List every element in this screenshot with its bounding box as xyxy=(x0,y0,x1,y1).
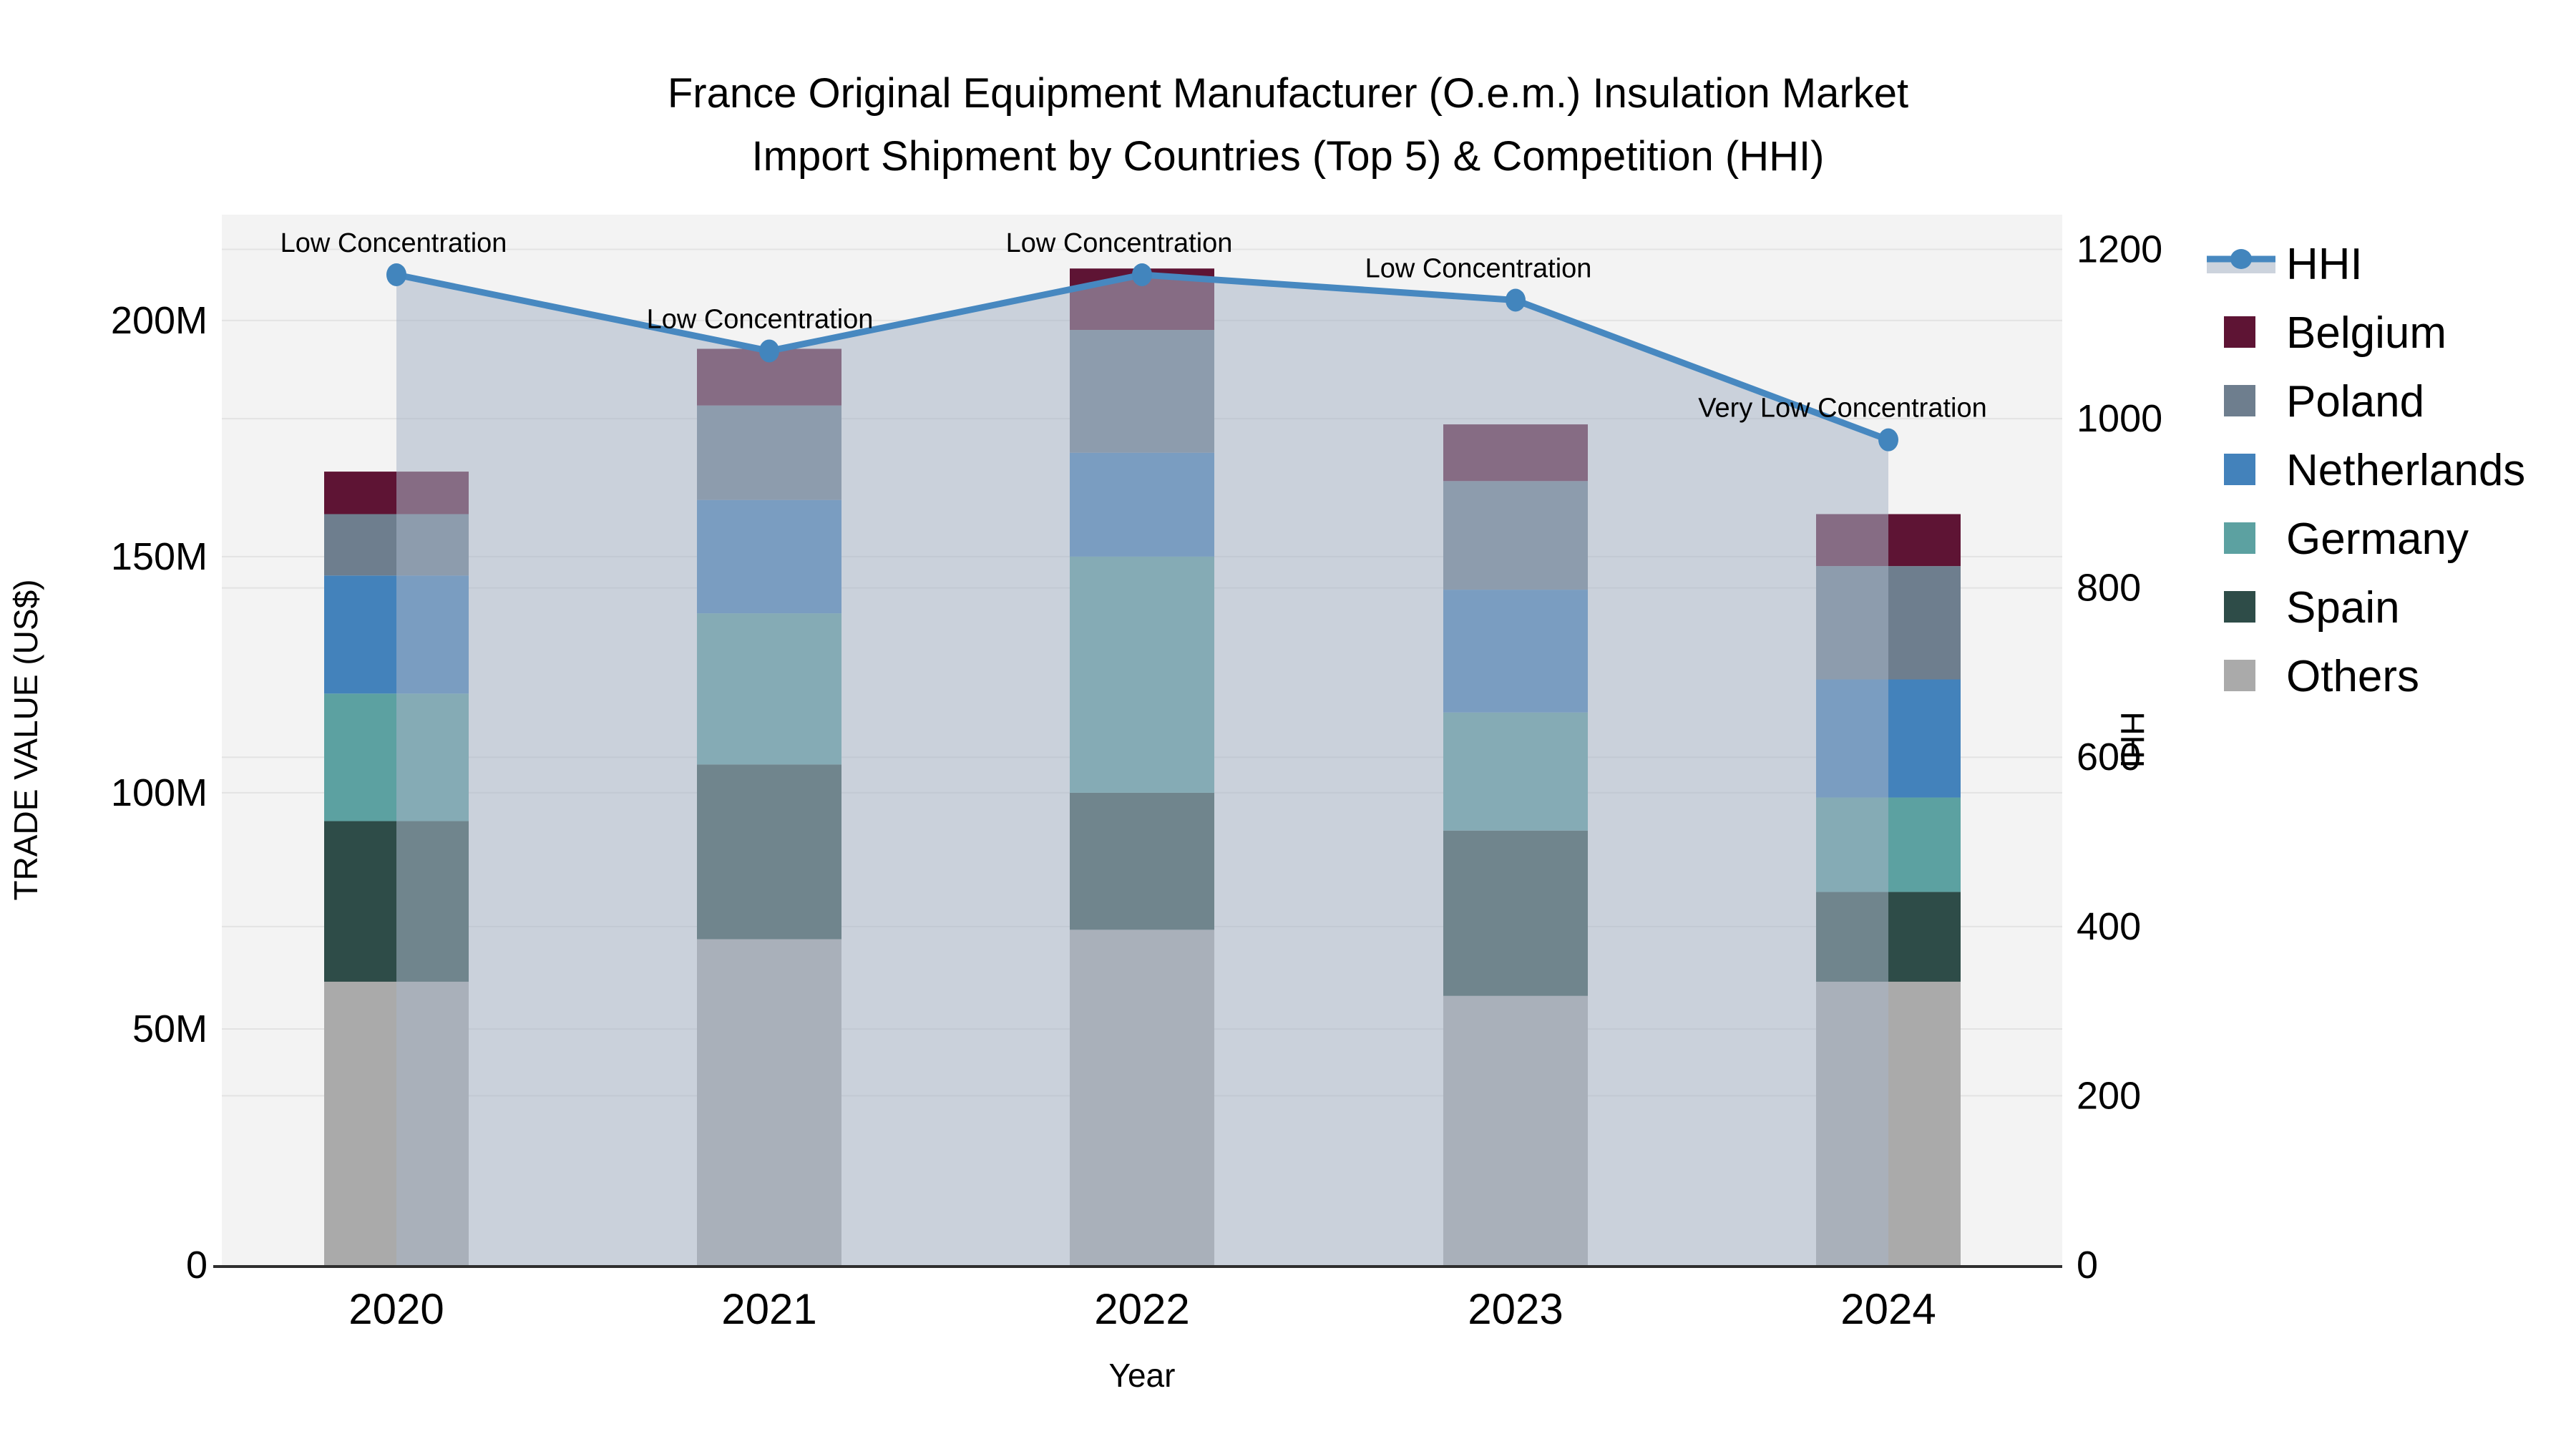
y-axis-title-left: TRADE VALUE (US$) xyxy=(7,579,44,900)
hhi-marker-2023[interactable] xyxy=(1506,288,1526,312)
y-axis-title-right: HHI xyxy=(2114,711,2151,768)
right-tick-0: 0 xyxy=(2077,1244,2098,1287)
right-tick-400: 400 xyxy=(2077,905,2141,948)
left-tick-50M: 50M xyxy=(132,1008,208,1050)
hhi-annotation-2023: Low Concentration xyxy=(1365,253,1592,283)
legend-label-netherlands: Netherlands xyxy=(2286,446,2525,495)
legend-swatch-poland xyxy=(2224,385,2255,416)
left-axis-tick-labels: 0 50M 100M 150M 200M xyxy=(111,299,208,1287)
legend-label-spain: Spain xyxy=(2286,583,2400,633)
hhi-area-fill xyxy=(396,274,1888,1266)
left-tick-200M: 200M xyxy=(111,299,208,342)
legend-label-hhi: HHI xyxy=(2286,240,2363,289)
hhi-marker-2022[interactable] xyxy=(1132,263,1152,286)
legend-swatch-others xyxy=(2224,660,2255,691)
x-tick-2020: 2020 xyxy=(348,1285,444,1333)
hhi-annotation-2020: Low Concentration xyxy=(280,228,507,258)
x-axis-tick-labels: 2020 2021 2022 2023 2024 xyxy=(348,1285,1936,1333)
legend: HHI Belgium Poland Netherlands Germany Spain O… xyxy=(2207,240,2525,701)
legend-swatch-germany xyxy=(2224,522,2255,554)
right-tick-1200: 1200 xyxy=(2077,228,2162,270)
hhi-annotations: Low Concentration Low Concentration Low Co… xyxy=(280,228,1987,424)
right-axis-tick-labels: 0 200 400 600 800 1000 1200 xyxy=(2077,228,2162,1287)
legend-item-others[interactable]: Others xyxy=(2224,652,2419,701)
hhi-annotation-2022: Low Concentration xyxy=(1006,228,1233,258)
x-axis-title: Year xyxy=(1109,1357,1176,1394)
x-tick-2024: 2024 xyxy=(1840,1285,1936,1333)
left-tick-100M: 100M xyxy=(111,771,208,814)
right-tick-1000: 1000 xyxy=(2077,397,2162,440)
legend-label-germany: Germany xyxy=(2286,514,2469,564)
legend-item-hhi[interactable]: HHI xyxy=(2207,240,2363,289)
x-tick-2021: 2021 xyxy=(721,1285,816,1333)
legend-item-netherlands[interactable]: Netherlands xyxy=(2224,446,2525,495)
legend-hhi-marker-icon xyxy=(2230,249,2252,269)
x-tick-2023: 2023 xyxy=(1468,1285,1563,1333)
legend-item-belgium[interactable]: Belgium xyxy=(2224,308,2446,358)
hhi-annotation-2021: Low Concentration xyxy=(647,304,874,334)
hhi-marker-2024[interactable] xyxy=(1878,428,1898,452)
legend-item-poland[interactable]: Poland xyxy=(2224,377,2424,426)
hhi-annotation-2024: Very Low Concentration xyxy=(1698,394,1986,424)
right-tick-600: 600 xyxy=(2077,736,2141,779)
legend-item-spain[interactable]: Spain xyxy=(2224,583,2400,633)
hhi-marker-2021[interactable] xyxy=(759,339,779,363)
left-tick-150M: 150M xyxy=(111,535,208,578)
legend-swatch-spain xyxy=(2224,591,2255,623)
legend-label-poland: Poland xyxy=(2286,377,2424,426)
legend-swatch-belgium xyxy=(2224,316,2255,348)
legend-label-others: Others xyxy=(2286,652,2419,701)
legend-item-germany[interactable]: Germany xyxy=(2224,514,2469,564)
chart-title-line1: France Original Equipment Manufacturer (… xyxy=(668,70,1908,117)
hhi-marker-2020[interactable] xyxy=(386,263,406,286)
hhi-area-polygon xyxy=(396,274,1888,1266)
hhi-markers xyxy=(386,263,1898,452)
legend-label-belgium: Belgium xyxy=(2286,308,2446,358)
right-tick-200: 200 xyxy=(2077,1074,2141,1117)
chart-title-line2: Import Shipment by Countries (Top 5) & C… xyxy=(752,133,1825,180)
x-tick-2022: 2022 xyxy=(1094,1285,1189,1333)
legend-swatch-netherlands xyxy=(2224,454,2255,485)
left-tick-0: 0 xyxy=(186,1244,208,1287)
right-tick-800: 800 xyxy=(2077,567,2141,610)
